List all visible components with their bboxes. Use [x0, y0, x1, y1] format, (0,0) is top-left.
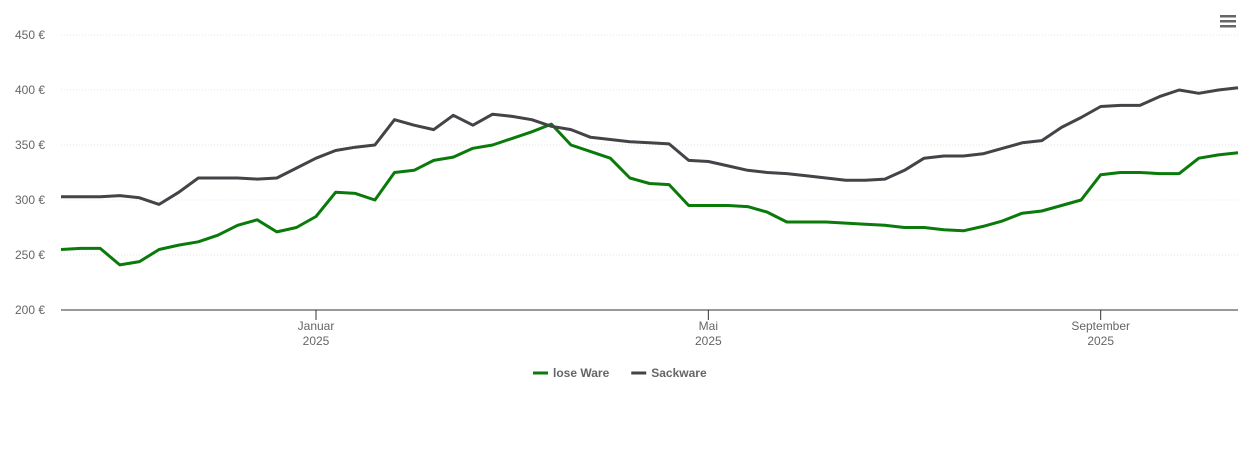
menu-button[interactable] [1220, 15, 1236, 28]
legend-item[interactable]: Sackware [631, 366, 707, 380]
menu-bar [1220, 15, 1236, 18]
line-series [60, 122, 1239, 267]
y-tick-label: 400 € [15, 83, 45, 97]
legend-label: Sackware [651, 366, 707, 380]
x-tick-label: Mai 2025 [695, 319, 722, 348]
y-tick-label: 300 € [15, 193, 45, 207]
menu-bar [1220, 20, 1236, 23]
y-tick-label: 250 € [15, 248, 45, 262]
legend-item[interactable]: lose Ware [533, 366, 610, 380]
x-tick-label: September 2025 [1071, 319, 1130, 348]
y-tick-label: 200 € [15, 303, 45, 317]
y-tick-label: 450 € [15, 28, 45, 42]
legend: lose Ware Sackware [533, 366, 707, 380]
menu-bar [1220, 25, 1236, 28]
y-tick-label: 350 € [15, 138, 45, 152]
x-tick-label: Januar 2025 [298, 319, 335, 348]
legend-label: lose Ware [553, 366, 610, 380]
line-series [61, 86, 1239, 206]
